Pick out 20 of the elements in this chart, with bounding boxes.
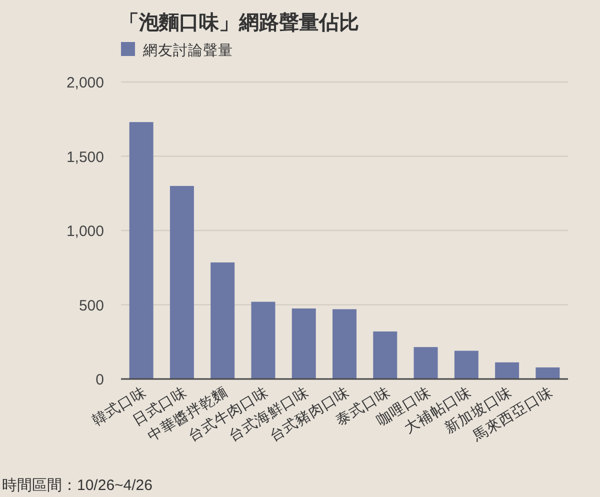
text: 時間區間：10/26~4/26 (2, 477, 152, 494)
bar (251, 302, 276, 379)
bar (332, 309, 356, 379)
bar (210, 262, 235, 379)
legend: 網友討論聲量 (121, 42, 233, 59)
bar (536, 367, 560, 379)
bar (129, 122, 154, 379)
bar (292, 308, 316, 379)
y-tick-label: 1,000 (66, 223, 104, 240)
bar (170, 186, 194, 379)
chart-title: 「泡麵口味」網路聲量佔比 (119, 12, 359, 34)
y-tick-label: 500 (78, 297, 104, 314)
bar (414, 347, 438, 379)
bar (495, 362, 520, 379)
y-tick-label: 1,500 (66, 148, 104, 166)
bar (454, 350, 478, 379)
bar (373, 331, 398, 379)
legend-label: 網友討論聲量 (142, 42, 233, 59)
y-tick-label: 2,000 (66, 74, 104, 92)
y-tick-label: 0 (96, 372, 104, 388)
